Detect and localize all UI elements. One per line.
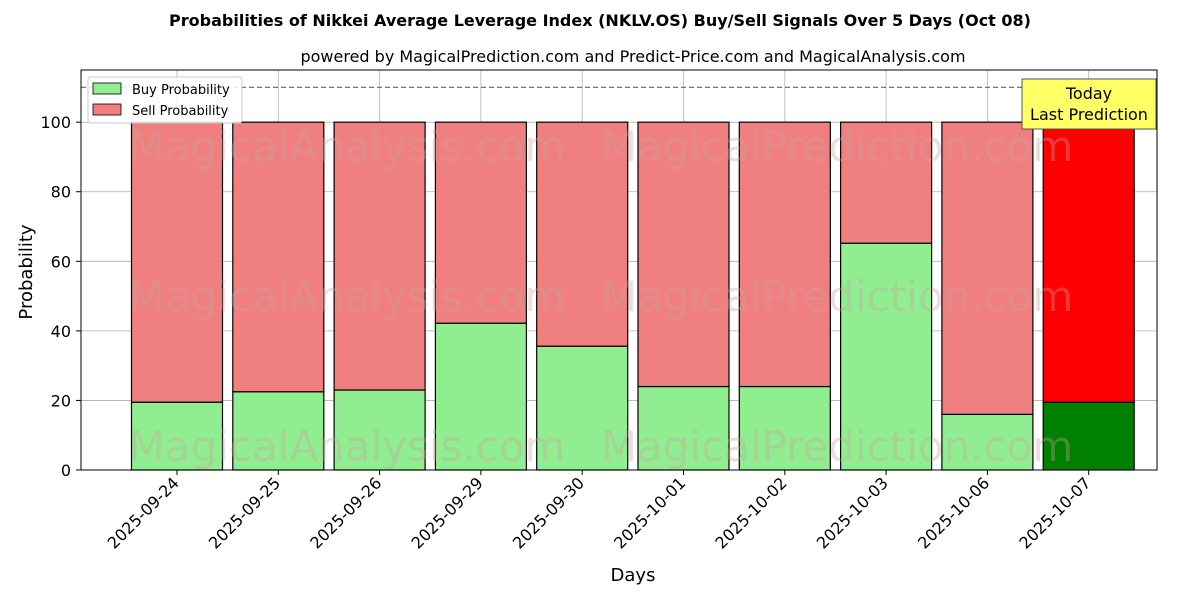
plot-frame bbox=[80, 69, 1158, 471]
bar-buy bbox=[738, 385, 831, 471]
y-tick-label: 80 bbox=[51, 183, 71, 202]
annotation-line-1: Today bbox=[1065, 84, 1112, 103]
x-tick-label: 2025-09-24 bbox=[104, 473, 183, 552]
bar-buy bbox=[536, 345, 629, 471]
bar-sell bbox=[130, 121, 224, 403]
x-tick-label: 2025-10-07 bbox=[1015, 473, 1094, 552]
x-tick-label: 2025-09-26 bbox=[306, 473, 385, 552]
y-tick-label: 40 bbox=[51, 322, 71, 341]
legend-swatch-buy bbox=[92, 82, 122, 95]
x-tick-label: 2025-09-25 bbox=[205, 473, 284, 552]
bar-sell bbox=[333, 121, 426, 391]
x-axis-label: Days bbox=[611, 565, 656, 586]
x-tick-label: 2025-10-03 bbox=[813, 473, 892, 552]
chart-subtitle: powered by MagicalPrediction.com and Pre… bbox=[300, 47, 965, 66]
bar-buy bbox=[941, 413, 1034, 471]
legend-box bbox=[87, 76, 243, 124]
y-tick-label: 0 bbox=[61, 461, 71, 480]
bars bbox=[130, 121, 1135, 471]
watermark-text: MagicalAnalysis.com bbox=[129, 272, 566, 321]
y-tick-label: 60 bbox=[51, 252, 71, 271]
legend-swatch-sell bbox=[92, 103, 122, 116]
x-tick-label: 2025-10-06 bbox=[914, 473, 993, 552]
bar-sell bbox=[839, 121, 933, 244]
y-axis-label: Probability bbox=[16, 224, 37, 319]
watermarks: MagicalAnalysis.com MagicalPrediction.com… bbox=[129, 122, 1074, 471]
bar-sell bbox=[738, 121, 831, 388]
bar-buy bbox=[1042, 401, 1135, 471]
bar-sell bbox=[232, 121, 325, 393]
watermark-text: MagicalAnalysis.com bbox=[129, 422, 566, 471]
x-tick-label: 2025-10-02 bbox=[711, 473, 790, 552]
bar-sell bbox=[536, 121, 629, 347]
legend: Buy Probability Sell Probability bbox=[87, 76, 243, 124]
bar-buy bbox=[637, 385, 730, 471]
bar-buy bbox=[434, 322, 527, 471]
y-tick-label: 100 bbox=[40, 113, 71, 132]
watermark-text: MagicalPrediction.com bbox=[601, 272, 1074, 321]
watermark-text: MagicalPrediction.com bbox=[601, 422, 1074, 471]
today-annotation: Today Last Prediction bbox=[1021, 78, 1157, 130]
bar-sell bbox=[637, 121, 730, 388]
bar-sell bbox=[434, 121, 527, 324]
annotation-box bbox=[1021, 78, 1157, 130]
chart-title: Probabilities of Nikkei Average Leverage… bbox=[169, 11, 1031, 30]
legend-label-sell: Sell Probability bbox=[132, 104, 229, 119]
watermark-text: MagicalAnalysis.com bbox=[129, 122, 566, 171]
bar-sell bbox=[1042, 121, 1135, 403]
annotation-line-2: Last Prediction bbox=[1030, 105, 1148, 124]
x-tick-label: 2025-10-01 bbox=[610, 473, 689, 552]
legend-label-buy: Buy Probability bbox=[132, 83, 230, 98]
x-tick-label: 2025-09-29 bbox=[408, 473, 487, 552]
bar-buy bbox=[839, 242, 933, 471]
watermark-text: MagicalPrediction.com bbox=[601, 122, 1074, 171]
bar-buy bbox=[333, 389, 426, 471]
y-tick-label: 20 bbox=[51, 391, 71, 410]
bar-sell bbox=[941, 121, 1034, 415]
x-tick-label: 2025-09-30 bbox=[509, 473, 588, 552]
